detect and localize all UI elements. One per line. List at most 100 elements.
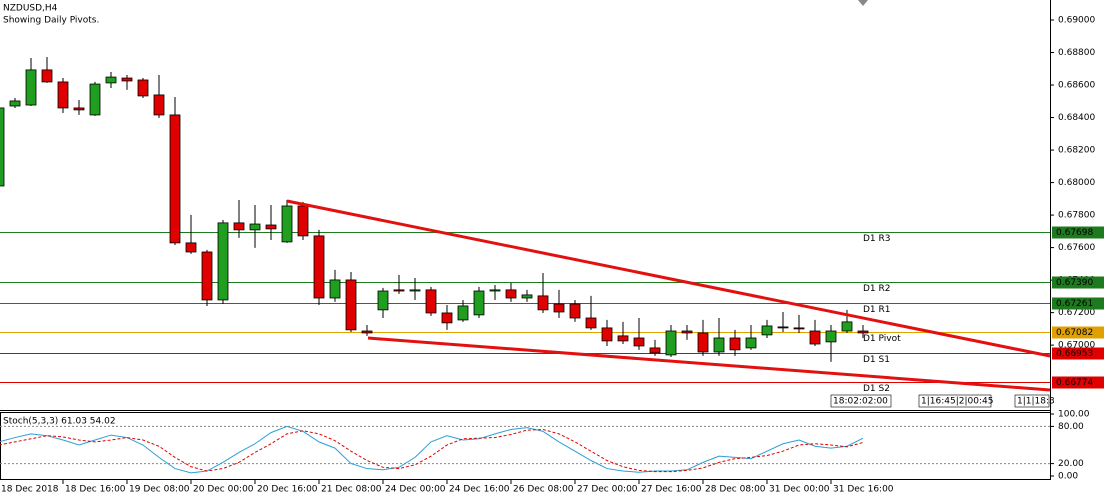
y-tick-label: 0.67000 [1058,341,1095,351]
candle-body [249,223,261,231]
y-tick-label: 20.00 [1058,459,1084,469]
candle-body [137,79,149,97]
pivot-price-box [1052,326,1104,339]
candle-body [329,279,341,299]
candle-body [793,327,805,330]
pivot-name: D1 R2 [863,284,891,294]
candle-body [585,317,597,329]
candle-body [505,289,517,299]
candle-body [841,321,853,332]
x-tick-label: 27 Dec 16:00 [641,485,702,495]
pivot-name: D1 S1 [863,355,890,365]
candle-body [297,205,309,237]
pivot-price-box [1052,297,1104,310]
candle-body [0,107,5,187]
stoch-line [0,425,864,474]
candle-body [825,330,837,343]
candle-body [409,289,421,292]
candle-body [281,205,293,243]
y-tick-label: 0.68200 [1058,146,1095,156]
time-overlay-label: 1|1|18:3 [1017,397,1055,407]
candle-body [729,337,741,351]
chart-title: NZDUSD,H4 [3,4,58,14]
candle-body [73,107,85,111]
candle-body [537,295,549,311]
pivot-price-label: 0.67261 [1056,299,1093,309]
y-tick-label: 0.00 [1058,472,1078,482]
candle-body [521,294,533,299]
y-tick-label: 0.68800 [1058,48,1095,58]
y-tick-label: 0.68000 [1058,178,1095,188]
time-overlay-label: 1|16:45|2|00:45 [921,397,993,407]
x-tick-label: 26 Dec 08:00 [513,485,574,495]
candle-body [105,76,117,84]
candle-body [169,114,181,244]
y-tick-label: 0.67600 [1058,243,1095,253]
candle-body [617,335,629,342]
x-tick-label: 18 Dec 2018 [1,485,59,495]
candle-body [809,330,821,345]
time-overlay-box [830,394,892,408]
pivot-price-label: 0.67390 [1056,278,1093,288]
candle-body [25,69,37,106]
candle-body [313,235,325,299]
x-tick-label: 20 Dec 16:00 [257,485,318,495]
candle-body [57,81,69,109]
time-overlay-label: 18:02:02:00 [833,397,888,407]
candle-body [9,100,21,107]
x-tick-label: 27 Dec 00:00 [577,485,638,495]
indicator-title: Stoch(5,3,3) 61.03 54.02 [3,417,116,427]
trend-line [286,199,1051,358]
indicator-frame [0,412,1051,480]
candle-body [681,330,693,334]
candle-body [745,337,757,349]
pivot-price-box [1052,226,1104,239]
candle-body [121,77,133,82]
time-overlay-box [918,394,992,408]
candle-body [489,289,501,292]
candle-body [553,303,565,313]
pivot-name: D1 R1 [863,305,891,315]
y-tick-label: 0.67800 [1058,211,1095,221]
y-tick-label: 100.00 [1058,410,1090,420]
candle-body [265,224,277,230]
price-panel [0,57,1050,383]
candle-body [761,325,773,336]
y-tick-label: 0.68600 [1058,81,1095,91]
candle-body [777,326,789,329]
stoch-line [0,428,864,473]
candle-body [89,83,101,116]
candle-body [425,289,437,314]
pivot-price-label: 0.66774 [1056,378,1093,388]
candle-body [345,279,357,331]
candle-body [457,305,469,321]
pivot-price-box [1052,347,1104,360]
trend-line [367,336,1051,392]
x-tick-label: 31 Dec 16:00 [833,485,894,495]
candle-body [233,222,245,231]
candle-body [185,242,197,253]
pivot-price-label: 0.67698 [1056,228,1093,238]
candle-body [857,330,869,334]
candle-body [601,327,613,342]
x-tick-label: 21 Dec 08:00 [321,485,382,495]
candle-body [441,312,453,324]
one-click-toggle[interactable] [858,0,868,6]
candle-body [665,330,677,356]
candle-body [649,347,661,354]
pivot-name: D1 Pivot [863,334,901,344]
x-tick-label: 28 Dec 08:00 [705,485,766,495]
y-tick-label: 80.00 [1058,422,1084,432]
candle-body [201,251,213,301]
chart-subtitle: Showing Daily Pivots. [3,16,99,26]
pivot-price-box [1052,276,1104,289]
x-tick-label: 19 Dec 08:00 [129,485,190,495]
candle-body [393,289,405,292]
y-tick-label: 0.67200 [1058,308,1095,318]
candle-body [377,290,389,311]
candle-body [713,337,725,353]
y-tick-label: 0.68400 [1058,113,1095,123]
pivot-price-label: 0.66953 [1056,349,1093,359]
candle-body [361,330,373,334]
